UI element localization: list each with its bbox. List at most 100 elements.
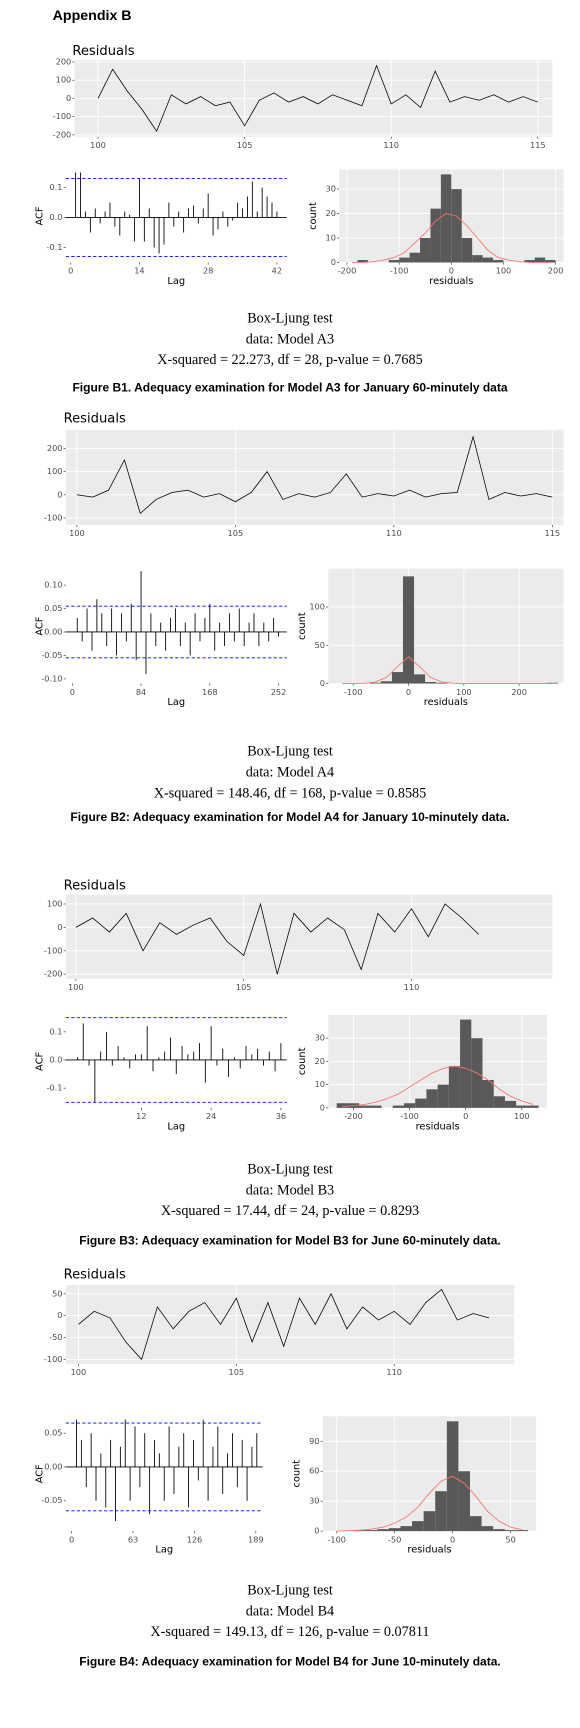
histogram-bar [370,1105,382,1108]
histogram-bar [414,674,426,684]
histogram-bar [524,260,535,263]
x-tick-label: 0 [450,1534,455,1544]
x-tick-label: 115 [530,140,546,150]
histogram-bar [380,681,392,684]
x-tick-label: -200 [338,266,357,276]
test-result: X-squared = 149.13, df = 126, p-value = … [150,1624,429,1640]
y-tick-label: -100 [44,1354,63,1364]
normal-curve [352,213,551,263]
x-tick-label: 189 [248,1534,264,1544]
x-tick-label: -100 [390,266,409,276]
test-result: X-squared = 22.273, df = 28, p-value = 0… [157,352,422,368]
x-tick-label: 105 [236,982,252,992]
panel-background [65,568,287,684]
histogram-bar [493,1529,505,1532]
histogram-bar [470,1516,482,1532]
x-tick-label: 200 [548,266,564,276]
x-tick-label: 100 [456,687,472,697]
y-tick-label: 0.0 [49,1054,62,1064]
histogram-bar [420,238,431,263]
y-tick-label: 20 [326,208,336,218]
y-tick-label: 50 [52,1288,62,1298]
residual-line [75,902,479,975]
x-tick-label: 168 [202,687,218,697]
x-tick-label: 63 [128,1534,138,1544]
x-axis-label: Lag [167,276,185,287]
y-tick-label: -100 [44,945,63,955]
x-tick-label: 0 [406,687,411,697]
y-tick-label: 200 [56,56,72,66]
histogram-bar [448,1066,461,1108]
x-tick-label: 0 [70,687,75,697]
histogram-bar [399,257,410,263]
x-axis-label: Lag [167,697,185,708]
y-axis-label: count [308,202,319,230]
histogram-bar [545,260,556,263]
histogram-bar [493,1096,505,1108]
y-tick-label: 0 [320,678,325,688]
y-tick-label: 0.10 [44,580,62,590]
x-tick-label: 105 [228,528,244,538]
x-tick-label: 84 [136,687,146,697]
y-tick-label: 0.00 [44,626,62,636]
histogram-bar [430,208,441,263]
panel-background [65,429,564,525]
normal-curve [342,1065,534,1108]
y-tick-label: 100 [309,601,325,611]
x-tick-label: 42 [272,266,282,276]
y-axis-label: ACF [35,1052,46,1071]
x-tick-label: 28 [203,266,213,276]
histogram-bar [425,682,437,684]
y-tick-label: -0.1 [47,242,63,252]
test-result: Box-Ljung test [247,1583,333,1599]
x-tick-label: 100 [514,1111,530,1121]
y-tick-label: 0 [57,922,62,932]
figure-caption: Figure B4: Adequacy examination for Mode… [79,1655,501,1669]
histogram-bar [436,682,448,684]
y-tick-label: -200 [44,969,63,979]
test-result: X-squared = 17.44, df = 24, p-value = 0.… [161,1203,419,1219]
y-tick-label: 20 [315,1056,325,1066]
y-tick-label: 100 [56,75,72,85]
normal-curve [342,656,553,684]
x-tick-label: 14 [134,266,144,276]
residuals-title: Residuals [64,878,126,893]
x-tick-label: -50 [388,1534,401,1544]
histogram-bar [357,260,368,263]
y-tick-label: -0.05 [41,650,62,660]
y-tick-label: 0.1 [49,1026,62,1036]
y-tick-label: 0 [320,1102,325,1112]
test-result: X-squared = 148.46, df = 168, p-value = … [154,785,427,801]
y-tick-label: -0.05 [41,1495,62,1505]
y-tick-label: 0.00 [44,1461,62,1471]
histogram-bar [365,1530,378,1532]
x-tick-label: 0 [69,1534,74,1544]
x-tick-label: 12 [136,1111,146,1121]
y-tick-label: 0.1 [49,182,62,192]
y-tick-label: 0.05 [44,603,62,613]
test-result: data: Model A4 [246,764,334,780]
y-tick-label: 100 [47,898,63,908]
x-axis-label: residuals [424,697,468,708]
x-tick-label: -100 [400,1111,419,1121]
histogram-bar [354,1530,366,1532]
test-result: data: Model B4 [246,1603,334,1619]
x-tick-label: 50 [505,1534,515,1544]
histogram-bar [504,1530,517,1532]
histogram-bar [412,1521,424,1532]
histogram-bar [482,1080,494,1108]
histogram-bar [546,682,558,684]
histogram-bar [435,1491,447,1532]
histogram-bar [493,260,504,263]
x-axis-label: Lag [155,1545,173,1556]
histogram-bar [377,1529,389,1532]
x-tick-label: 36 [276,1111,286,1121]
histogram-bar [403,1103,416,1108]
histogram-bar [392,1105,404,1108]
y-tick-label: 0 [331,257,336,267]
x-axis-label: residuals [429,276,473,287]
residual-line [76,435,553,515]
histogram-bar [481,1526,494,1532]
residual-line [97,64,538,133]
x-tick-label: 100 [71,1367,87,1377]
